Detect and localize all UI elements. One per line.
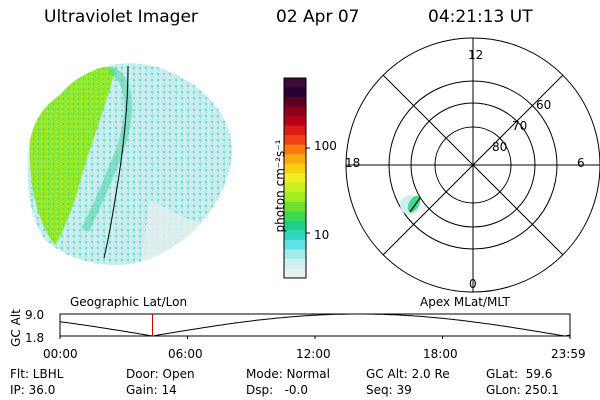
status-ip: IP: 36.0: [10, 383, 56, 397]
colorbar-segment: [284, 78, 306, 89]
mlt-label-0: 0: [469, 277, 477, 291]
colorbar-segment: [284, 268, 306, 279]
colorbar-unit-label: photon cm⁻²s⁻¹: [273, 139, 287, 233]
mlat-label-80: 80: [492, 140, 508, 154]
altitude-curve: [59, 313, 571, 337]
status-filter: Flt: LBHL: [10, 367, 64, 381]
colorbar-segment: [284, 173, 306, 184]
status-seq: Seq: 39: [366, 383, 412, 397]
colorbar-segment: [284, 239, 306, 250]
timeline-x-tick-4: 23:59: [551, 347, 586, 361]
timeline-x-tick-1: 06:00: [168, 347, 203, 361]
timeline-x-tick-2: 12:00: [296, 347, 331, 361]
status-door: Door: Open: [126, 367, 195, 381]
colorbar-segment: [284, 125, 306, 136]
timeline-x-tick-0: 00:00: [43, 347, 78, 361]
status-gain: Gain: 14: [126, 383, 177, 397]
status-glon: GLon: 250.1: [486, 383, 559, 397]
color-scale-bar: [283, 77, 310, 279]
time-label: 04:21:13 UT: [428, 7, 533, 27]
colorbar-segment: [284, 106, 306, 117]
timeline-y-label: GC Alt: [9, 309, 23, 347]
mlt-label-12: 12: [468, 48, 484, 62]
mlt-label-6: 6: [577, 156, 585, 170]
status-gc-alt: GC Alt: 2.0 Re: [366, 367, 450, 381]
colorbar-segment: [284, 211, 306, 222]
altitude-timeline: [59, 313, 571, 339]
terminator-line: [103, 65, 129, 259]
timeline-right-title: Apex MLat/MLT: [420, 295, 510, 309]
colorbar-segment: [284, 230, 306, 241]
status-glat: GLat: 59.6: [486, 367, 553, 381]
mlt-label-18: 18: [345, 156, 361, 170]
colorbar-segment: [284, 154, 306, 165]
timeline-y-tick-bottom: 1.8: [25, 331, 45, 345]
colorbar-segment: [284, 163, 306, 174]
timeline-x-tick-3: 18:00: [423, 347, 458, 361]
earth-disk: [27, 63, 233, 266]
imager-title: Ultraviolet Imager: [44, 7, 198, 27]
colorbar-segment: [284, 135, 306, 146]
status-dsp: Dsp: -0.0: [246, 383, 309, 397]
colorbar-segment: [284, 144, 306, 155]
timeline-y-tick-top: 9.0: [25, 308, 45, 322]
colorbar-border: [283, 77, 307, 279]
colorbar-segment: [284, 192, 306, 203]
colorbar-tick-100: 100: [314, 139, 337, 153]
colorbar-segment: [284, 97, 306, 108]
mlat-label-60: 60: [536, 98, 552, 112]
mlat-label-70: 70: [512, 119, 528, 133]
date-label: 02 Apr 07: [276, 7, 360, 27]
colorbar-segment: [284, 87, 306, 98]
colorbar-segment: [284, 116, 306, 127]
colorbar-segment: [284, 201, 306, 212]
auroral-patch: [400, 195, 421, 215]
colorbar-tick-10: 10: [314, 228, 330, 242]
colorbar-segment: [284, 182, 306, 193]
colorbar-segment: [284, 249, 306, 260]
status-mode: Mode: Normal: [246, 367, 330, 381]
colorbar-segment: [284, 220, 306, 231]
colorbar-segment: [284, 258, 306, 269]
timeline-left-title: Geographic Lat/Lon: [70, 295, 188, 309]
